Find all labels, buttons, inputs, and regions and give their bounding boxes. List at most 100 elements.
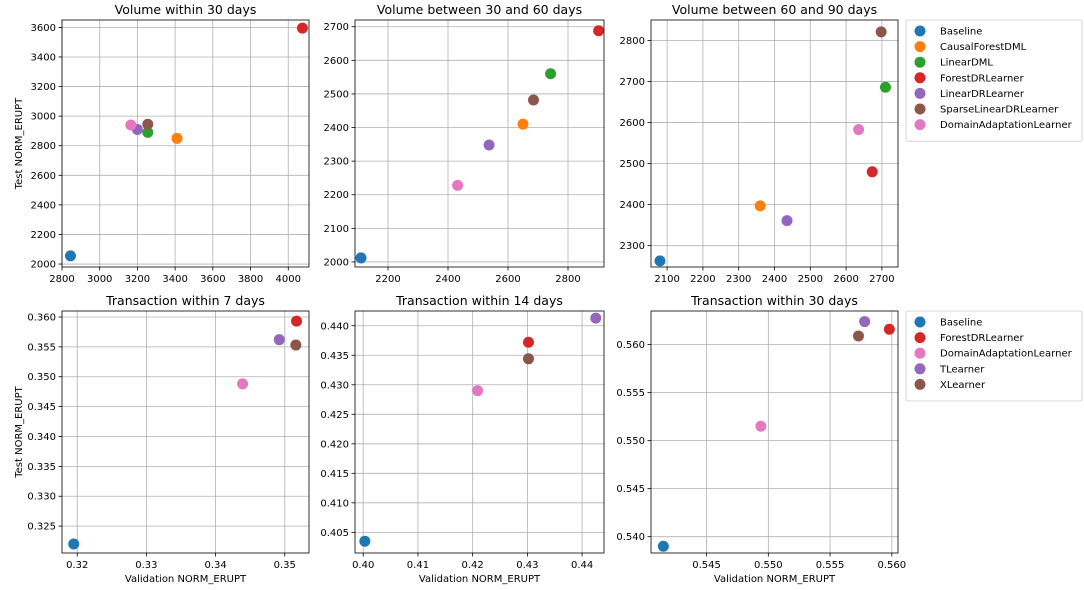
y-tick-label: 0.350 — [27, 372, 56, 383]
x-tick-label: 3800 — [238, 274, 263, 285]
data-point — [755, 420, 767, 432]
y-tick-label: 0.560 — [616, 340, 645, 351]
data-point — [142, 126, 154, 138]
x-tick-label: 2800 — [49, 274, 74, 285]
x-tick-label: 0.560 — [878, 560, 907, 571]
legend-marker — [914, 41, 926, 53]
data-point — [125, 119, 137, 131]
y-axis-label: Test NORM_ERUPT — [14, 97, 25, 190]
x-tick-label: 0.33 — [135, 560, 157, 571]
data-point — [657, 540, 669, 552]
data-point — [528, 94, 539, 106]
y-tick-label: 2700 — [324, 22, 349, 33]
data-point — [290, 339, 302, 351]
legend-marker — [914, 56, 926, 68]
legend-marker — [914, 103, 926, 115]
legend-label: Baseline — [940, 318, 982, 329]
legend-marker — [914, 25, 926, 37]
y-tick-label: 3000 — [31, 112, 56, 123]
subplot-5: 0.40 0.41 0.42 0.43 0.44 0.405 0.410 0.415 0.420… — [320, 293, 605, 585]
y-tick-label: 0.345 — [27, 402, 56, 413]
x-tick-label: 3400 — [162, 274, 187, 285]
legend-label: CausalForestDML — [940, 42, 1027, 53]
y-tick-label: 0.540 — [616, 532, 645, 543]
x-tick-label: 2300 — [726, 274, 751, 285]
y-tick-label: 0.410 — [320, 498, 349, 509]
legend-label: SparseLinearDRLearner — [940, 105, 1059, 116]
x-tick-label: 0.44 — [571, 560, 593, 571]
subplot-1: 2800 3000 3200 3400 3600 3800 4000 2000 2200 2400… — [14, 2, 310, 285]
data-point — [237, 378, 249, 390]
x-tick-label: 2600 — [833, 274, 858, 285]
y-tick-label: 0.545 — [616, 484, 645, 495]
y-tick-label: 0.360 — [27, 312, 56, 323]
y-tick-label: 0.355 — [27, 342, 56, 353]
chart-title: Transaction within 14 days — [395, 293, 563, 308]
legend-marker — [914, 347, 926, 359]
plot-frame — [354, 19, 605, 268]
subplot-2: 2200 2400 2600 2800 2000 2100 2200 2300 2400 2500… — [324, 2, 605, 285]
legend-label: LinearDML — [940, 58, 993, 69]
data-point — [472, 385, 484, 397]
y-tick-label: 3600 — [31, 23, 56, 34]
y-tick-label: 2400 — [31, 200, 56, 211]
plot-frame — [61, 310, 310, 554]
y-tick-label: 0.430 — [320, 380, 349, 391]
y-tick-label: 0.555 — [616, 388, 645, 399]
x-axis-label: Validation NORM_ERUPT — [419, 574, 541, 585]
y-tick-label: 2200 — [31, 230, 56, 241]
legend-marker — [914, 119, 926, 131]
x-tick-label: 2700 — [869, 274, 894, 285]
x-tick-label: 2100 — [654, 274, 679, 285]
data-point — [590, 312, 602, 324]
x-tick-label: 3000 — [87, 274, 112, 285]
y-tick-label: 2700 — [620, 77, 645, 88]
legend-marker — [914, 332, 926, 344]
x-tick-label: 0.545 — [692, 560, 721, 571]
x-tick-label: 2200 — [375, 274, 400, 285]
subplot-4: 0.32 0.33 0.34 0.35 0.325 0.330 0.335 0.340 0.34… — [14, 293, 310, 585]
data-point — [452, 179, 464, 191]
legend-label: TLearner — [939, 364, 985, 375]
data-point — [879, 81, 891, 93]
plot-frame — [354, 310, 605, 554]
y-axis-label: Test NORM_ERUPT — [14, 385, 25, 478]
y-tick-label: 2800 — [620, 36, 645, 47]
y-tick-label: 0.340 — [27, 432, 56, 443]
y-tick-label: 2000 — [324, 257, 349, 268]
data-point — [875, 26, 887, 38]
data-point — [142, 118, 154, 130]
data-point — [522, 336, 534, 348]
legend: Baseline ForestDRLearner DomainAdaptationL… — [905, 310, 1083, 402]
plot-frame — [650, 19, 899, 268]
y-tick-label: 2600 — [324, 56, 349, 67]
y-tick-label: 0.425 — [320, 410, 349, 421]
y-tick-label: 2800 — [31, 141, 56, 152]
legend-label: Baseline — [940, 27, 982, 38]
legend-label: ForestDRLearner — [940, 73, 1024, 84]
y-tick-label: 2200 — [324, 190, 349, 201]
y-tick-label: 0.405 — [320, 528, 349, 539]
data-point — [754, 200, 766, 212]
x-tick-label: 0.40 — [352, 560, 374, 571]
data-point — [866, 166, 878, 178]
legend-frame — [905, 19, 1083, 142]
y-tick-label: 0.335 — [27, 462, 56, 473]
data-point — [171, 132, 183, 144]
data-point — [522, 353, 534, 365]
chart-title: Volume between 30 and 60 days — [377, 2, 582, 17]
x-tick-label: 0.43 — [516, 560, 538, 571]
data-point — [355, 252, 367, 264]
legend-marker — [914, 363, 926, 375]
legend-label: XLearner — [940, 380, 986, 391]
legend-label: DomainAdaptationLearner — [940, 349, 1073, 360]
data-point — [593, 25, 605, 37]
x-tick-label: 2600 — [495, 274, 520, 285]
x-tick-label: 4000 — [276, 274, 301, 285]
data-point — [68, 538, 80, 550]
y-tick-label: 0.550 — [616, 436, 645, 447]
x-tick-label: 0.555 — [816, 560, 845, 571]
data-point — [273, 334, 285, 346]
legend-marker — [914, 316, 926, 328]
y-tick-label: 2100 — [324, 224, 349, 235]
